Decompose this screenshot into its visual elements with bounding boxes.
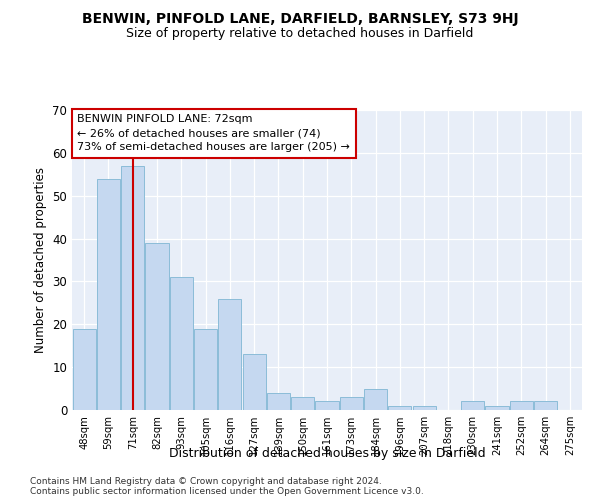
Text: Distribution of detached houses by size in Darfield: Distribution of detached houses by size … bbox=[169, 448, 485, 460]
Bar bbox=[73, 328, 95, 410]
Bar bbox=[121, 166, 144, 410]
Bar bbox=[145, 243, 169, 410]
Bar bbox=[316, 402, 338, 410]
Bar bbox=[218, 298, 241, 410]
Bar bbox=[388, 406, 412, 410]
Y-axis label: Number of detached properties: Number of detached properties bbox=[34, 167, 47, 353]
Bar bbox=[510, 402, 533, 410]
Text: BENWIN, PINFOLD LANE, DARFIELD, BARNSLEY, S73 9HJ: BENWIN, PINFOLD LANE, DARFIELD, BARNSLEY… bbox=[82, 12, 518, 26]
Bar bbox=[413, 406, 436, 410]
Bar bbox=[485, 406, 509, 410]
Bar bbox=[364, 388, 387, 410]
Bar bbox=[461, 402, 484, 410]
Bar bbox=[242, 354, 266, 410]
Bar bbox=[291, 397, 314, 410]
Bar bbox=[97, 178, 120, 410]
Bar bbox=[534, 402, 557, 410]
Text: Size of property relative to detached houses in Darfield: Size of property relative to detached ho… bbox=[127, 28, 473, 40]
Bar bbox=[194, 328, 217, 410]
Bar bbox=[340, 397, 363, 410]
Bar bbox=[267, 393, 290, 410]
Text: BENWIN PINFOLD LANE: 72sqm
← 26% of detached houses are smaller (74)
73% of semi: BENWIN PINFOLD LANE: 72sqm ← 26% of deta… bbox=[77, 114, 350, 152]
Text: Contains public sector information licensed under the Open Government Licence v3: Contains public sector information licen… bbox=[30, 488, 424, 496]
Bar bbox=[170, 277, 193, 410]
Text: Contains HM Land Registry data © Crown copyright and database right 2024.: Contains HM Land Registry data © Crown c… bbox=[30, 478, 382, 486]
